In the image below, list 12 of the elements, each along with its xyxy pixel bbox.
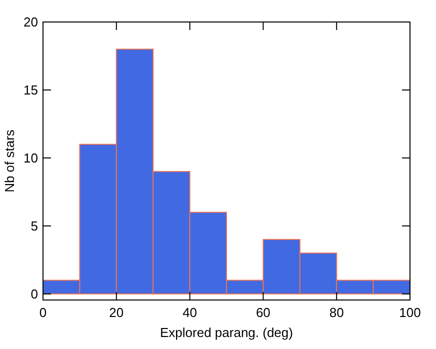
y-tick-label: 10 xyxy=(24,150,38,166)
x-tick-label: 20 xyxy=(109,305,124,320)
y-tick-label: 0 xyxy=(30,286,38,302)
y-axis-title: Nb of stars xyxy=(2,129,17,192)
x-tick-label: 100 xyxy=(399,305,421,320)
x-tick-label: 60 xyxy=(256,305,270,320)
y-tick-label: 5 xyxy=(30,218,38,234)
y-tick-label: 20 xyxy=(24,14,38,30)
x-tick-label: 40 xyxy=(182,305,198,320)
x-tick-label: 80 xyxy=(329,305,344,320)
y-tick-label: 15 xyxy=(24,82,38,98)
x-axis-title: Explored parang. (deg) xyxy=(160,325,293,340)
